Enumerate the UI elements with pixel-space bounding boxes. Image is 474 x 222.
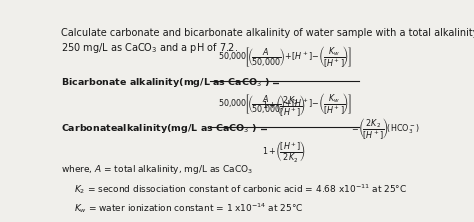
- Text: Calculate carbonate and bicarbonate alkalinity of water sample with a total alka: Calculate carbonate and bicarbonate alka…: [61, 28, 474, 38]
- Text: Carbonatealkalinity(mg/L as CaCO$_3$ ) =: Carbonatealkalinity(mg/L as CaCO$_3$ ) =: [61, 122, 268, 135]
- Text: $1+\!\left(\!\dfrac{2K_2}{[H^+]}\!\right)$: $1+\!\left(\!\dfrac{2K_2}{[H^+]}\!\right…: [263, 93, 306, 117]
- Text: $50{,}000\!\left[\!\left(\!\dfrac{A}{50{,}000}\!\right)\!+\![H^+]\!-\!\left(\!\d: $50{,}000\!\left[\!\left(\!\dfrac{A}{50{…: [218, 45, 351, 69]
- Text: Bicarbonate alkalinity(mg/L as CaCO$_3$ ) =: Bicarbonate alkalinity(mg/L as CaCO$_3$ …: [61, 76, 281, 89]
- Text: $1+\!\left(\!\dfrac{[H^+]}{2K_2}\!\right)$: $1+\!\left(\!\dfrac{[H^+]}{2K_2}\!\right…: [263, 139, 306, 165]
- Text: where, $A$ = total alkalinity, mg/L as CaCO$_3$: where, $A$ = total alkalinity, mg/L as C…: [61, 163, 253, 176]
- Text: 250 mg/L as CaCO$_3$ and a pH of 7.2.: 250 mg/L as CaCO$_3$ and a pH of 7.2.: [61, 41, 238, 55]
- Text: $50{,}000\!\left[\!\left(\!\dfrac{A}{50{,}000}\!\right)\!+\![H^+]\!-\!\left(\!\d: $50{,}000\!\left[\!\left(\!\dfrac{A}{50{…: [218, 91, 351, 115]
- Text: $K_2$ = second dissociation constant of carbonic acid = 4.68 x10$^{-11}$ at 25°C: $K_2$ = second dissociation constant of …: [74, 182, 407, 196]
- Text: $K_w$ = water ionization constant = 1 x10$^{-14}$ at 25°C: $K_w$ = water ionization constant = 1 x1…: [74, 201, 303, 215]
- Text: $=\!\left(\!\dfrac{2K_2}{[H^+]}\!\right)\!(\mathrm{HCO_3^-})$: $=\!\left(\!\dfrac{2K_2}{[H^+]}\!\right)…: [349, 116, 419, 141]
